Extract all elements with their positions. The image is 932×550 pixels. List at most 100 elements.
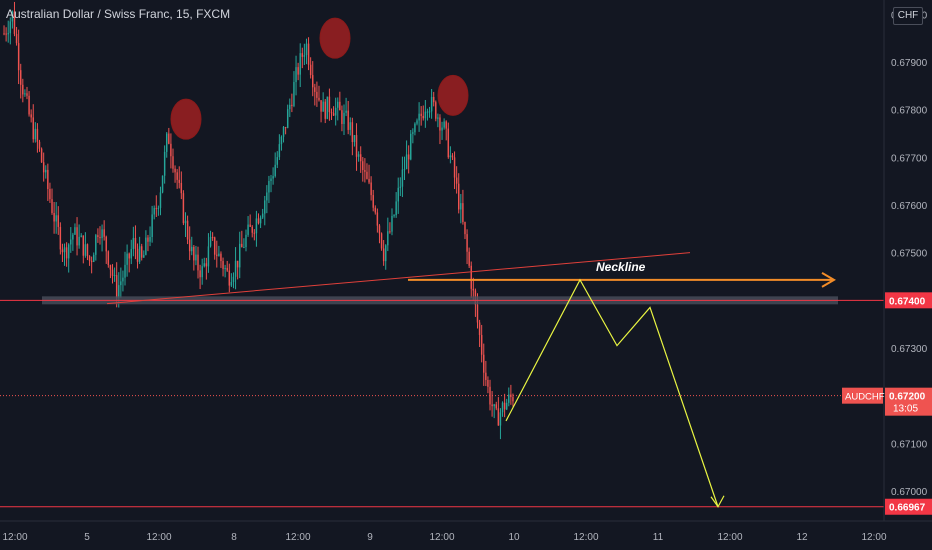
candle-body xyxy=(168,133,170,144)
candle-body xyxy=(32,117,34,140)
candle-body xyxy=(115,275,118,298)
candle-body xyxy=(357,154,360,157)
candle-body xyxy=(203,263,206,267)
candle-body xyxy=(17,43,20,71)
candle-body xyxy=(293,82,295,106)
candle-body xyxy=(397,187,399,202)
candle-body xyxy=(78,236,80,246)
candle-body xyxy=(384,245,387,262)
candle-body xyxy=(483,354,485,373)
candle-body xyxy=(309,64,312,76)
candle-body xyxy=(311,75,314,88)
level-price-upper-bg xyxy=(885,292,932,309)
candle-body xyxy=(334,107,337,116)
price-tick-label: 0.67800 xyxy=(891,106,928,117)
candle-body xyxy=(76,227,78,246)
candle-body xyxy=(213,237,216,255)
currency-button[interactable]: CHF xyxy=(893,7,923,25)
candle-body xyxy=(399,186,402,188)
candle-body xyxy=(435,102,437,119)
level-price-lower-bg xyxy=(885,498,932,515)
candle-body xyxy=(101,229,103,239)
candle-body xyxy=(157,207,160,209)
candle-body xyxy=(307,43,310,65)
candle-body xyxy=(468,251,470,266)
current-price-bg xyxy=(885,387,932,416)
candle-body xyxy=(460,203,462,210)
candle-body xyxy=(42,162,45,173)
candle-body xyxy=(199,270,201,278)
candle-body xyxy=(485,372,487,380)
candle-body xyxy=(295,67,297,83)
time-tick-label: 12:00 xyxy=(2,532,27,543)
candle-body xyxy=(489,386,491,405)
candle-body xyxy=(145,237,147,255)
candle-body xyxy=(270,178,272,182)
candle-body xyxy=(443,121,445,128)
candle-body xyxy=(15,33,18,44)
candle-body xyxy=(109,265,112,270)
candle-body xyxy=(36,128,39,142)
candle-body xyxy=(188,239,191,252)
candle-body xyxy=(464,221,466,235)
candle-body xyxy=(382,248,385,262)
candle-body xyxy=(266,192,268,201)
symbol-tag-bg xyxy=(842,387,883,404)
candle-body xyxy=(339,101,341,111)
candle-body xyxy=(97,235,99,237)
candle-body xyxy=(286,109,289,128)
candle-body xyxy=(414,123,416,133)
candle-body xyxy=(232,276,235,283)
candle-body xyxy=(51,199,53,213)
time-tick-label: 12:00 xyxy=(285,532,310,543)
overlays-group: Neckline xyxy=(0,17,884,508)
candle-body xyxy=(19,70,22,85)
candle-body xyxy=(241,243,243,248)
time-axis[interactable]: 12:00 5 12:00 8 12:00 9 12:00 10 12:00 11 12:00 12 1… xyxy=(0,520,932,543)
candle-body xyxy=(278,144,281,158)
candle-body xyxy=(410,133,412,160)
price-axis[interactable]: 0.680000.679000.678000.677000.676000.675… xyxy=(842,0,932,521)
candle-body xyxy=(401,169,404,187)
time-tick-label: 12:00 xyxy=(717,532,742,543)
candle-body xyxy=(503,402,506,410)
candle-body xyxy=(186,220,189,240)
candle-body xyxy=(284,126,287,128)
candle-body xyxy=(138,246,141,262)
candle-body xyxy=(455,177,458,184)
time-tick-label: 12:00 xyxy=(429,532,454,543)
candle-body xyxy=(495,404,498,409)
candle-body xyxy=(480,335,483,355)
candle-body xyxy=(374,207,377,213)
candle-body xyxy=(207,246,210,267)
candle-body xyxy=(457,183,460,210)
candle-body xyxy=(243,247,245,249)
candle-body xyxy=(297,67,299,75)
time-tick-label: 12 xyxy=(796,532,808,543)
candle-body xyxy=(205,263,208,267)
candle-body xyxy=(368,178,370,183)
candle-body xyxy=(259,217,262,224)
candle-body xyxy=(191,246,193,252)
candle-body xyxy=(193,246,195,261)
candle-body xyxy=(134,237,137,249)
candle-body xyxy=(372,195,374,208)
candle-body xyxy=(341,110,343,124)
candle-body xyxy=(274,164,276,177)
candle-body xyxy=(143,254,145,258)
candle-body xyxy=(226,267,228,271)
candle-body xyxy=(149,237,151,242)
candle-body xyxy=(426,111,429,113)
candle-body xyxy=(172,156,174,169)
level-price-lower: 0.66967 xyxy=(889,503,926,514)
candle-body xyxy=(224,267,226,269)
candle-body xyxy=(428,111,431,113)
candle-body xyxy=(416,120,418,124)
candle-body xyxy=(153,208,155,215)
candle-body xyxy=(366,171,368,179)
candle-body xyxy=(245,234,247,248)
candle-body xyxy=(22,84,24,95)
candle-body xyxy=(391,215,393,232)
candle-body xyxy=(305,43,308,56)
